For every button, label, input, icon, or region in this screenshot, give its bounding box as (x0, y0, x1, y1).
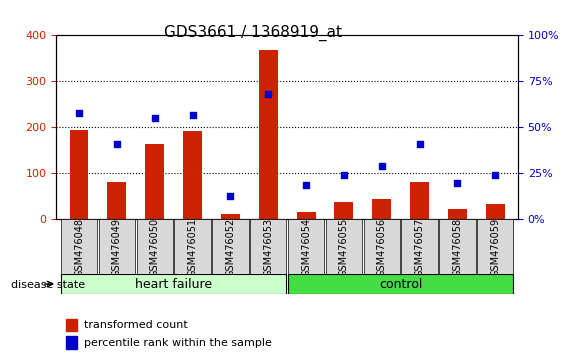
Bar (145, 143, 164, 219)
Text: GSM476050: GSM476050 (150, 218, 160, 278)
Text: GSM476053: GSM476053 (263, 218, 273, 278)
Text: transformed count: transformed count (84, 320, 187, 330)
Text: GSM476056: GSM476056 (377, 218, 387, 278)
FancyBboxPatch shape (250, 219, 287, 276)
Bar (65, 319, 77, 331)
Bar (334, 202, 354, 219)
Text: GSM476054: GSM476054 (301, 218, 311, 278)
Text: heart failure: heart failure (135, 278, 212, 291)
Bar (221, 214, 240, 219)
Bar (448, 209, 467, 219)
Text: GSM476058: GSM476058 (453, 218, 462, 278)
FancyBboxPatch shape (212, 219, 248, 276)
Text: GSM476059: GSM476059 (490, 218, 501, 278)
FancyBboxPatch shape (401, 219, 438, 276)
Point (377, 163, 386, 169)
Bar (108, 182, 126, 219)
Bar (65, 336, 77, 349)
FancyBboxPatch shape (439, 219, 476, 276)
Text: GDS3661 / 1368919_at: GDS3661 / 1368919_at (164, 25, 342, 41)
Bar (410, 182, 429, 219)
FancyBboxPatch shape (61, 274, 287, 294)
Text: control: control (379, 278, 422, 291)
Text: GSM476052: GSM476052 (225, 218, 235, 278)
Point (339, 172, 348, 178)
Point (226, 193, 235, 198)
Point (263, 91, 272, 97)
Bar (372, 199, 391, 219)
Text: GSM476049: GSM476049 (112, 218, 122, 277)
FancyBboxPatch shape (364, 219, 400, 276)
Text: GSM476051: GSM476051 (187, 218, 198, 278)
Text: disease state: disease state (11, 280, 86, 290)
Point (150, 115, 159, 121)
FancyBboxPatch shape (288, 219, 324, 276)
Point (113, 141, 122, 147)
Bar (70, 130, 88, 219)
Point (74, 110, 83, 115)
Point (491, 172, 500, 178)
Bar (183, 131, 202, 219)
Text: GSM476057: GSM476057 (414, 218, 425, 278)
FancyBboxPatch shape (477, 219, 513, 276)
FancyBboxPatch shape (326, 219, 362, 276)
FancyBboxPatch shape (288, 274, 513, 294)
Point (188, 112, 197, 118)
Point (302, 182, 311, 187)
Text: percentile rank within the sample: percentile rank within the sample (84, 338, 272, 348)
Point (453, 180, 462, 185)
Text: GSM476055: GSM476055 (339, 218, 349, 278)
Point (415, 141, 424, 147)
Bar (297, 212, 315, 219)
Text: GSM476048: GSM476048 (74, 218, 84, 277)
FancyBboxPatch shape (99, 219, 135, 276)
FancyBboxPatch shape (61, 219, 97, 276)
FancyBboxPatch shape (175, 219, 211, 276)
Bar (486, 204, 504, 219)
FancyBboxPatch shape (136, 219, 173, 276)
Bar (259, 50, 278, 219)
